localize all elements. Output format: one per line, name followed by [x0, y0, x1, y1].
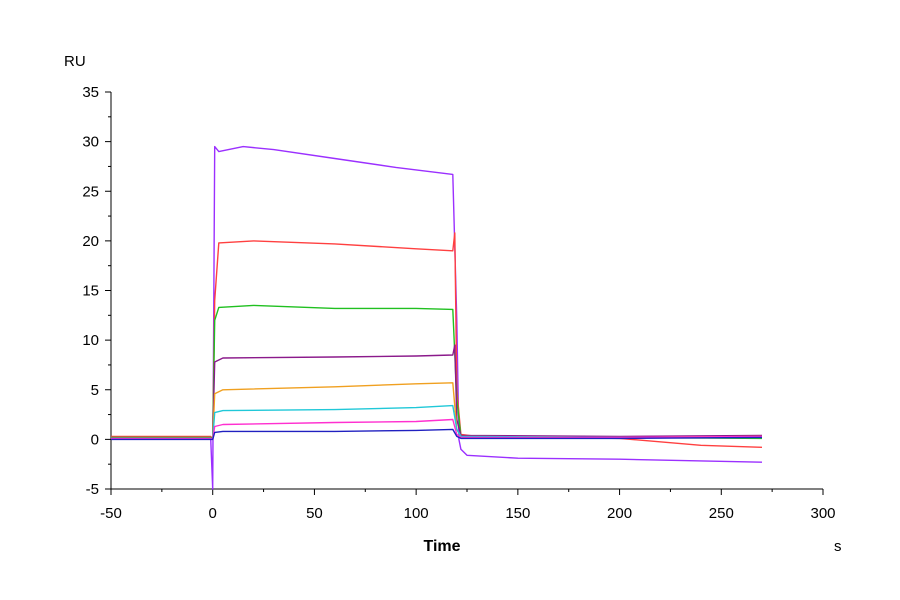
series-line-4 [111, 344, 763, 441]
y-tick-label: 5 [91, 382, 99, 399]
x-tick-label: 250 [709, 505, 734, 522]
x-unit-label: s [834, 538, 842, 555]
x-tick-label: 300 [810, 505, 835, 522]
x-tick-label: 100 [404, 505, 429, 522]
y-tick-label: 35 [82, 84, 99, 101]
series-layer [110, 145, 763, 490]
y-tick-label: 15 [82, 283, 99, 300]
series-line-3 [111, 304, 763, 441]
y-tick-label: -5 [86, 481, 99, 498]
x-tick-label: 200 [607, 505, 632, 522]
y-unit-label: RU [64, 53, 86, 70]
y-tick-label: 10 [82, 332, 99, 349]
series-line-1 [110, 145, 763, 490]
x-tick-label: 50 [306, 505, 323, 522]
y-tick-label: 30 [82, 134, 99, 151]
x-ticks: -50 0 50 100 150 200 250 300 [100, 489, 836, 522]
x-axis-title: Time [423, 538, 460, 555]
x-tick-label: 0 [209, 505, 217, 522]
series-line-8 [111, 428, 763, 441]
x-tick-label: 150 [505, 505, 530, 522]
y-tick-label: 20 [82, 233, 99, 250]
x-tick-label: -50 [100, 505, 122, 522]
y-tick-label: 25 [82, 183, 99, 200]
series-line-6 [111, 404, 762, 441]
y-tick-label: 0 [91, 431, 99, 448]
axes [110, 92, 823, 490]
series-line-5 [111, 382, 763, 441]
y-ticks: -5 0 5 10 15 20 25 30 35 [82, 84, 111, 498]
series-line-2 [111, 232, 763, 448]
